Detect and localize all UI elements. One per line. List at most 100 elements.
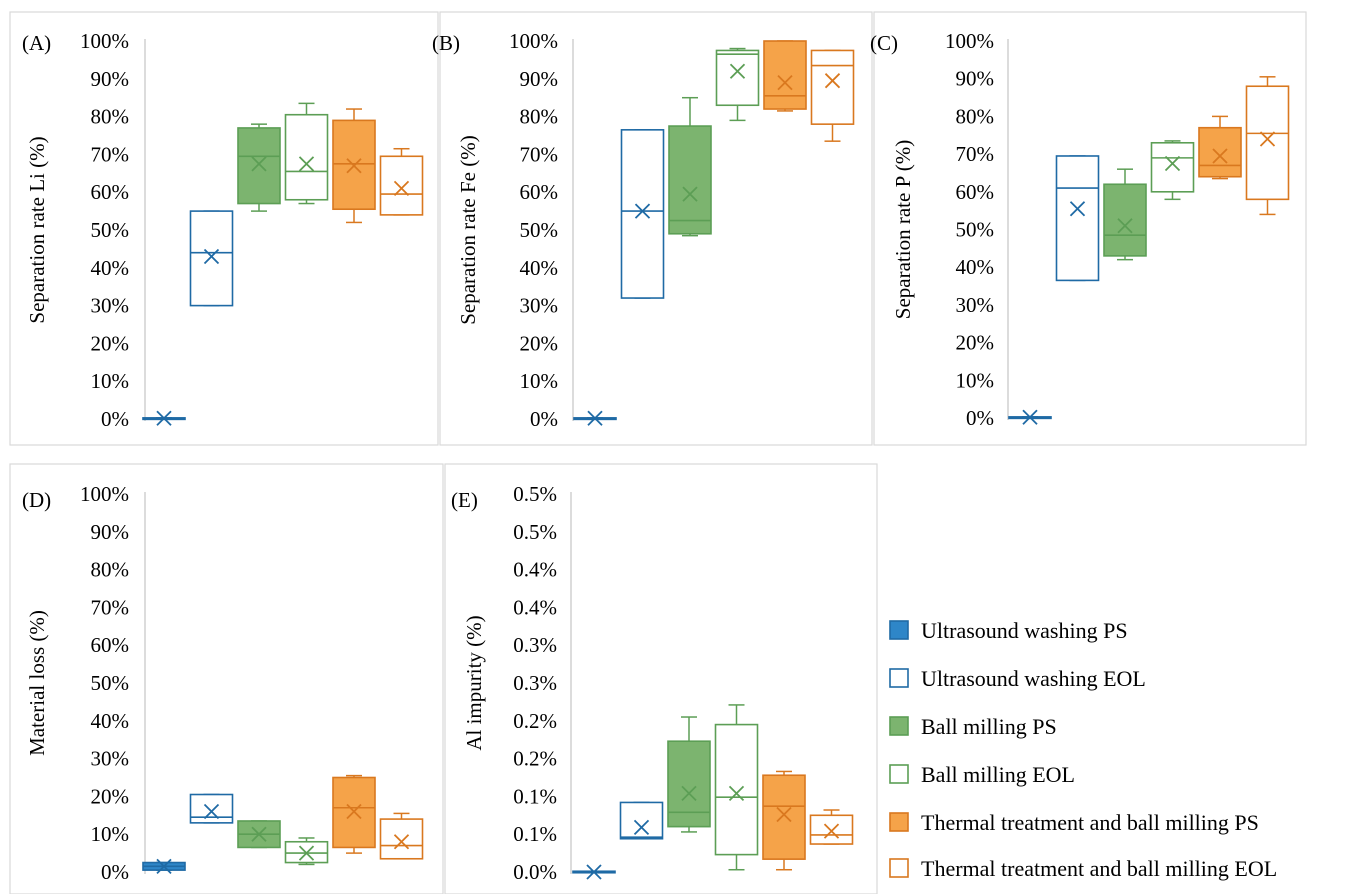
- box-5: [1198, 115, 1242, 180]
- box-body: [619, 801, 664, 840]
- mean-marker: [251, 156, 267, 172]
- box-6: [810, 49, 855, 142]
- y-tick-label: 90%: [91, 520, 130, 544]
- box-body: [379, 818, 424, 860]
- box-body: [763, 40, 807, 110]
- box-1: [572, 864, 616, 880]
- box-body: [667, 740, 711, 828]
- chart-panel-3: 0% 10% 20% 30% 40% 50% 60% 70% 80% 90% 100% Separat…: [870, 29, 1290, 430]
- y-tick-label: 90%: [956, 67, 995, 91]
- y-axis-label: Separation rate Fe (%): [456, 135, 480, 325]
- panel-label: (B): [432, 31, 460, 55]
- legend-swatch: [889, 620, 909, 640]
- y-tick-label: 70%: [91, 595, 130, 619]
- mean-marker: [681, 785, 697, 802]
- mean-marker: [1069, 201, 1086, 217]
- y-tick-label: 0.1%: [513, 784, 557, 808]
- y-tick-label: 90%: [91, 67, 130, 91]
- y-tick-label: 60%: [91, 633, 130, 657]
- box-4: [714, 704, 759, 871]
- box-4: [284, 102, 329, 205]
- y-tick-label: 30%: [520, 294, 559, 318]
- y-tick-label: 50%: [91, 218, 130, 242]
- box-3: [237, 123, 281, 212]
- chart-panel-4: 0% 10% 20% 30% 40% 50% 60% 70% 80% 90% 100% Materia…: [22, 482, 424, 884]
- mean-marker: [203, 803, 220, 820]
- panel-frame-4: [9, 463, 444, 894]
- mean-marker: [298, 845, 315, 861]
- y-tick-label: 0.2%: [513, 709, 557, 733]
- box-2: [1055, 155, 1100, 282]
- mean-marker: [729, 63, 746, 79]
- box-body: [189, 210, 234, 307]
- panel-label: (E): [451, 488, 478, 512]
- y-tick-label: 0%: [966, 406, 994, 430]
- legend-swatch: [889, 716, 909, 736]
- box-body: [715, 49, 760, 107]
- box-6: [809, 809, 854, 845]
- y-tick-label: 0.4%: [513, 558, 557, 582]
- y-tick-label: 30%: [956, 293, 995, 317]
- mean-marker: [824, 73, 841, 89]
- box-body: [237, 127, 281, 205]
- mean-marker: [346, 158, 362, 174]
- legend-label: Ultrasound washing PS: [921, 618, 1128, 643]
- legend-label: Ultrasound washing EOL: [921, 666, 1146, 691]
- legend-label: Thermal treatment and ball milling EOL: [921, 856, 1277, 881]
- mean-marker: [393, 180, 410, 197]
- y-tick-label: 10%: [91, 822, 130, 846]
- box-1: [573, 410, 617, 426]
- y-tick-label: 60%: [956, 180, 995, 204]
- y-tick-label: 10%: [520, 369, 559, 393]
- box-2: [619, 801, 664, 840]
- legend-swatch: [889, 812, 909, 832]
- y-tick-label: 50%: [956, 218, 995, 242]
- y-tick-label: 0%: [530, 407, 558, 431]
- mean-marker: [587, 410, 603, 426]
- mean-marker: [634, 203, 651, 219]
- y-tick-label: 10%: [91, 369, 130, 393]
- y-tick-label: 70%: [956, 142, 995, 166]
- box-3: [237, 820, 281, 849]
- box-4: [1150, 140, 1195, 201]
- box-6: [1245, 76, 1290, 216]
- y-tick-label: 0.3%: [513, 633, 557, 657]
- box-2: [189, 210, 234, 307]
- legend-swatch: [889, 858, 909, 878]
- y-tick-label: 40%: [91, 709, 130, 733]
- y-tick-label: 0.1%: [513, 822, 557, 846]
- y-axis-label: Separation rate Li (%): [25, 136, 49, 323]
- y-tick-label: 90%: [520, 67, 559, 91]
- box-body: [810, 49, 855, 125]
- mean-marker: [1022, 409, 1038, 425]
- legend-item-4: Ball milling EOL: [889, 762, 1075, 787]
- y-axis-label: Material loss (%): [25, 610, 49, 756]
- box-body: [284, 113, 329, 201]
- y-tick-label: 80%: [956, 104, 995, 128]
- box-body: [1245, 85, 1290, 201]
- box-3: [1103, 168, 1147, 261]
- chart-panels: 0% 10% 20% 30% 40% 50% 60% 70% 80% 90% 100% Separat…: [22, 29, 1290, 884]
- box-body: [714, 723, 759, 856]
- y-tick-label: 100%: [80, 482, 129, 506]
- legend-item-3: Ball milling PS: [889, 714, 1057, 739]
- panel-label: (D): [22, 488, 51, 512]
- box-5: [332, 774, 376, 854]
- y-tick-label: 20%: [91, 331, 130, 355]
- mean-marker: [777, 74, 793, 91]
- box-6: [379, 147, 424, 216]
- y-tick-label: 20%: [956, 331, 995, 355]
- legend-label: Ball milling PS: [921, 714, 1057, 739]
- y-tick-label: 80%: [91, 558, 130, 582]
- box-4: [284, 837, 329, 866]
- box-3: [668, 96, 712, 237]
- y-tick-label: 80%: [520, 105, 559, 129]
- y-tick-label: 100%: [509, 29, 558, 53]
- box-body: [762, 774, 806, 860]
- y-tick-label: 20%: [520, 331, 559, 355]
- chart-panel-1: 0% 10% 20% 30% 40% 50% 60% 70% 80% 90% 100% Separat…: [22, 29, 424, 431]
- box-5: [762, 770, 806, 871]
- box-body: [1055, 155, 1100, 282]
- mean-marker: [298, 156, 315, 172]
